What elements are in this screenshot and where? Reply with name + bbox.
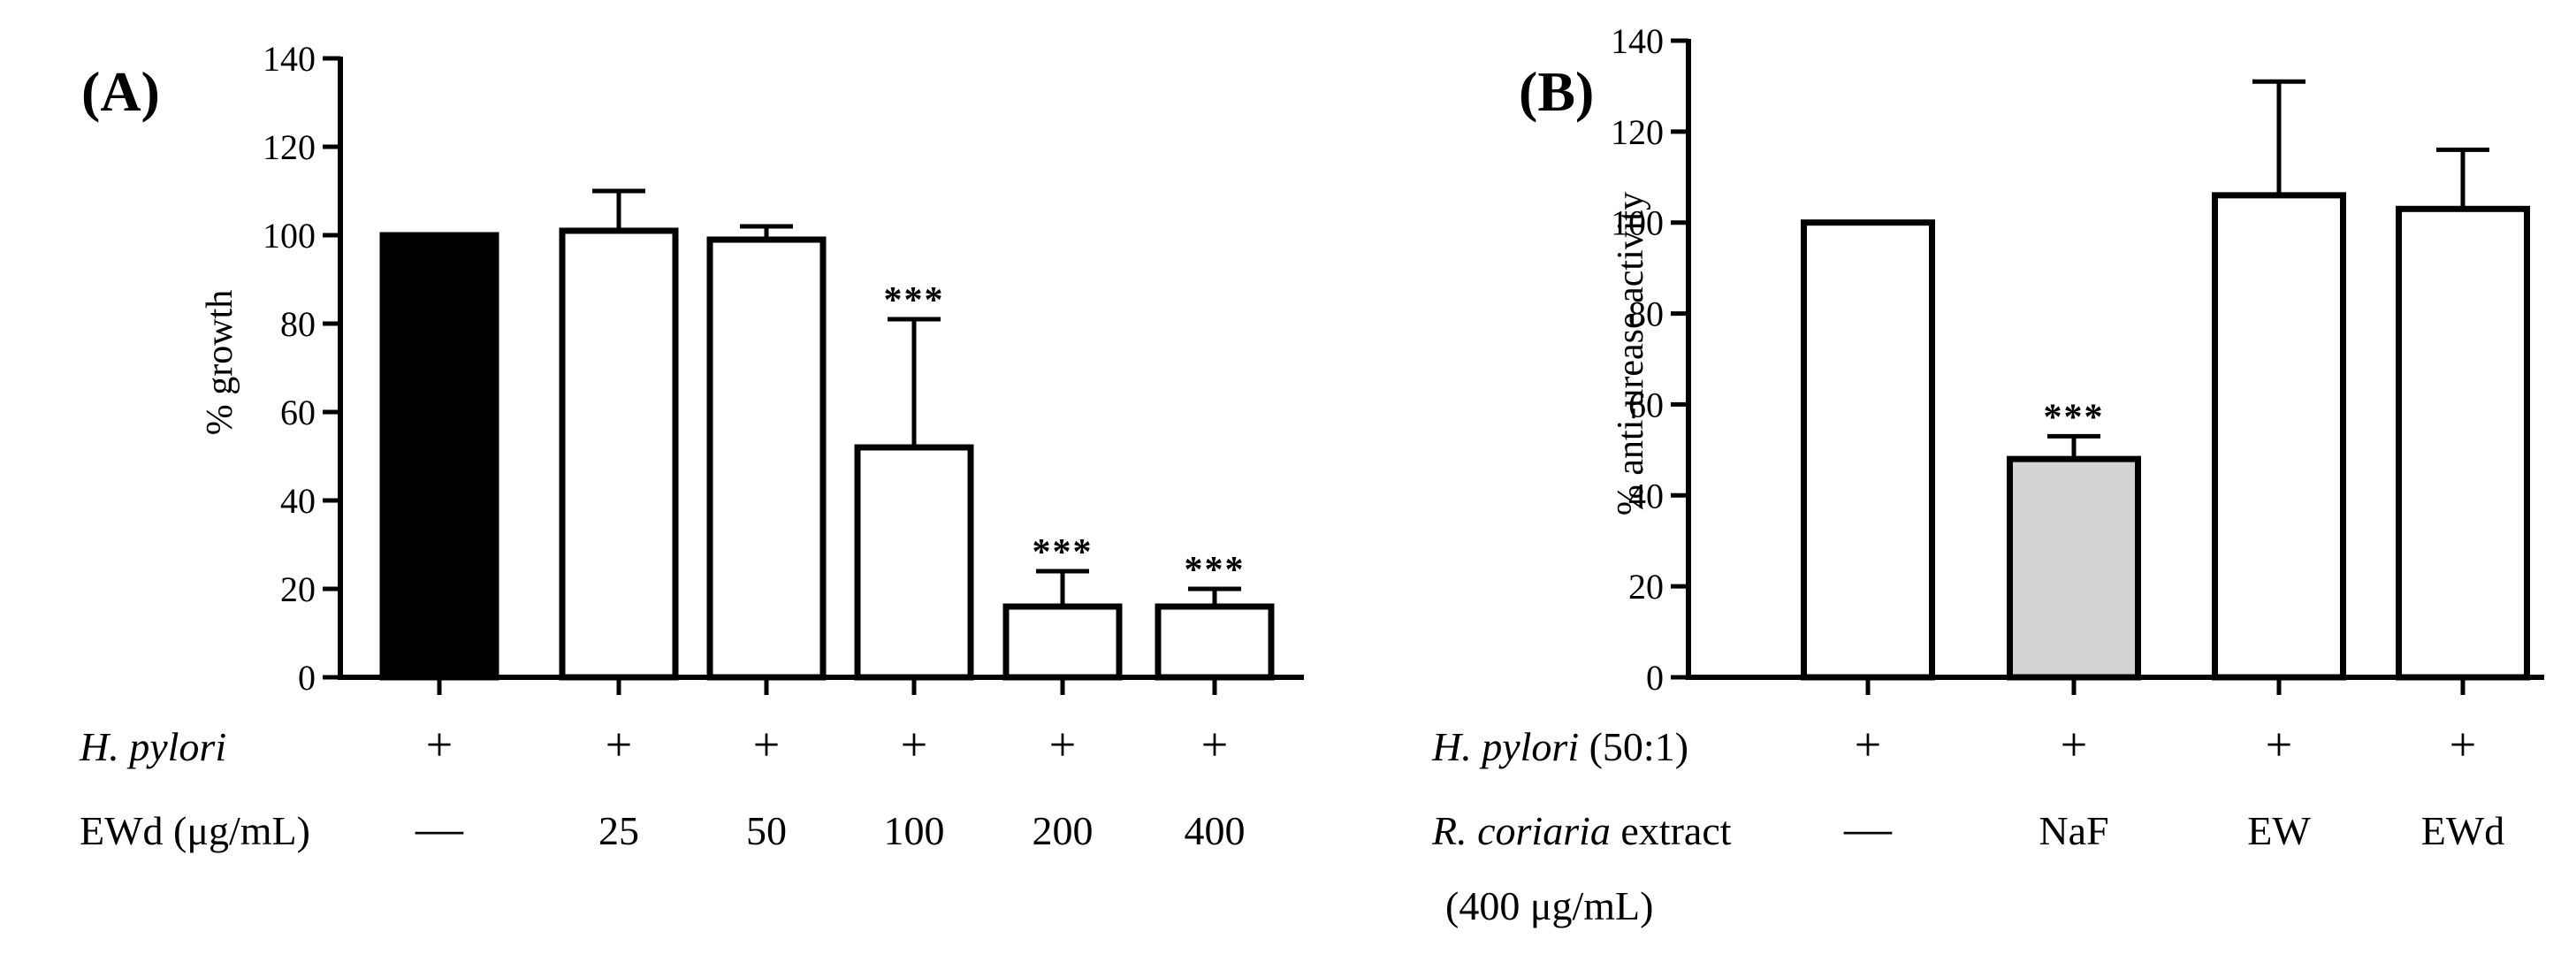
panel-a-bar (706, 236, 827, 681)
panel-a-table-cell: — (415, 802, 464, 855)
panel-b-table-cell: — (1843, 802, 1893, 855)
panel-b-bar (2396, 205, 2530, 681)
panel-b-y-tick-label: 20 (1628, 567, 1664, 607)
panel-b-axes (1686, 39, 2544, 695)
panel-b-table-cell: EW (2247, 808, 2311, 853)
panel-a-row-label: EWd (μg/mL) (80, 808, 310, 853)
panel-a-label: (A) (81, 60, 160, 123)
panel-b-table-cell: NaF (2039, 808, 2108, 853)
panel-a-y-tick-label: 40 (280, 481, 316, 521)
panel-b: (B) % anti-urease activity 0 20 40 60 80 100 1… (1431, 21, 2544, 928)
panel-a-row-label: H. pylori (79, 724, 226, 769)
panel-a-axes (338, 57, 1304, 695)
panel-b-y-tick-label: 80 (1628, 294, 1664, 334)
panel-a-table-cell: + (1201, 718, 1228, 771)
panel-b-y-tick-label: 100 (1611, 203, 1664, 243)
panel-a-table-cell: + (1049, 718, 1076, 771)
panel-a-y-tick-label: 100 (263, 216, 316, 256)
panel-b-y-ticks: 0 20 40 60 80 100 120 140 (1611, 21, 1688, 698)
panel-b-y-axis-title: % anti-urease activity (1611, 192, 1651, 515)
panel-b-row-label: H. pylori (50:1) (1431, 724, 1688, 769)
panel-a-table-cell: + (606, 718, 632, 771)
panel-a-condition-table: H. pylori + + + + + + EWd (μg/mL) — 25 50 100 200 400 (79, 718, 1246, 855)
panel-b-bar (1801, 219, 1935, 681)
panel-a-bar (1155, 603, 1275, 681)
panel-a-table-cell: + (426, 718, 453, 771)
panel-b-bar (2007, 455, 2141, 681)
panel-a-significance-marker: *** (884, 280, 945, 321)
panel-b-y-tick-label: 60 (1628, 385, 1664, 424)
panel-b-condition-table: H. pylori (50:1) + + + + R. coriaria extract (… (1431, 718, 2504, 928)
panel-a-significance-marker: *** (1185, 550, 1246, 591)
panel-b-y-tick-label: 40 (1628, 476, 1664, 515)
panel-a-bar (1002, 603, 1123, 681)
panel-a-y-tick-label: 60 (280, 393, 316, 432)
panel-a-y-tick-label: 20 (280, 569, 316, 609)
panel-a-table-cell: 50 (746, 808, 787, 853)
panel-a-bar (854, 444, 974, 681)
panel-b-bar (2212, 192, 2346, 681)
panel-a-y-tick-label: 120 (263, 127, 316, 167)
panel-b-row-label: R. coriaria extract (1431, 808, 1732, 853)
panel-a-bar (559, 227, 679, 681)
panel-b-y-tick-label: 140 (1611, 21, 1664, 61)
panel-a-bar (379, 232, 499, 681)
panel-a-table-cell: 25 (598, 808, 639, 853)
panel-b-y-tick-label: 0 (1646, 658, 1664, 698)
panel-a-table-cell: 100 (884, 808, 945, 853)
panel-a-bars: *** *** *** (379, 188, 1275, 681)
panel-b-significance-marker: *** (2044, 397, 2105, 438)
panel-a-table-cell: + (753, 718, 780, 771)
panel-a-table-cell: 400 (1185, 808, 1246, 853)
panel-a-y-tick-label: 0 (298, 658, 316, 698)
panel-a-table-cell: 200 (1033, 808, 1094, 853)
panel-b-row-label-line2: (400 μg/mL) (1445, 883, 1653, 928)
panel-a-y-tick-label: 80 (280, 304, 316, 344)
panel-a-y-ticks: 0 20 40 60 80 100 120 140 (263, 39, 340, 698)
panel-b-table-cell: + (1855, 718, 1881, 771)
panel-b-bars: *** (1801, 79, 2530, 681)
panel-b-table-cell: + (2266, 718, 2292, 771)
panel-b-label: (B) (1519, 60, 1594, 123)
panel-a-significance-marker: *** (1033, 532, 1094, 573)
panel-b-y-tick-label: 120 (1611, 112, 1664, 152)
panel-b-table-cell: + (2450, 718, 2476, 771)
panel-a-y-tick-label: 140 (263, 39, 316, 79)
panel-a-table-cell: + (901, 718, 927, 771)
panel-a-y-axis-title: % growth (200, 290, 240, 435)
panel-b-table-cell: EWd (2421, 808, 2505, 853)
panel-b-table-cell: + (2061, 718, 2087, 771)
